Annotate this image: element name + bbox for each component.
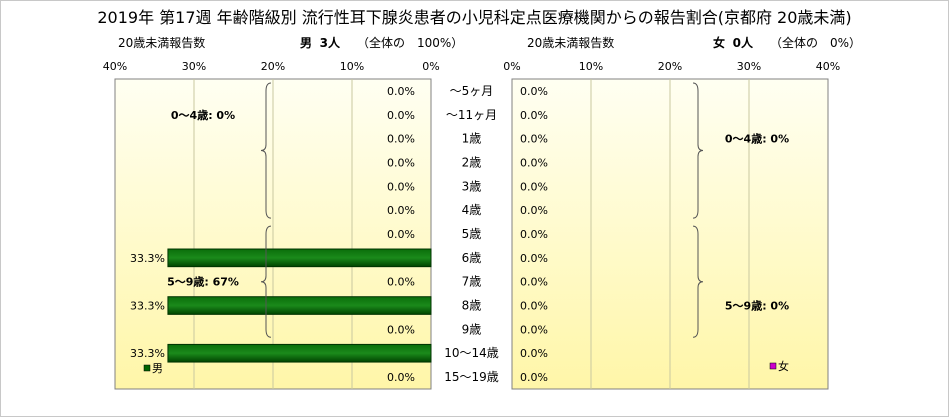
female-legend-swatch — [769, 362, 777, 370]
right-x-tick-label: 10% — [579, 60, 603, 73]
female-value-label: 0.0% — [520, 347, 548, 360]
left-x-tick-label: 30% — [182, 60, 206, 73]
left-x-tick-label: 0% — [422, 60, 439, 73]
male-legend-label: 男 — [152, 362, 163, 375]
left-group-bracket — [260, 82, 272, 219]
left-header-label: 20歳未満報告数 — [118, 36, 206, 50]
category-label: 1歳 — [462, 132, 482, 146]
male-legend-swatch — [143, 364, 151, 372]
male-value-label: 0.0% — [387, 371, 415, 384]
category-label: 3歳 — [462, 179, 482, 193]
right-x-tick-label: 20% — [658, 60, 682, 73]
female-value-label: 0.0% — [520, 156, 548, 169]
left-header-share: （全体の 100%） — [357, 36, 464, 50]
left-count: 3人 — [319, 36, 341, 50]
category-label: 7歳 — [462, 275, 482, 289]
left-header-sex: 男 3人 — [300, 34, 340, 51]
category-label: 8歳 — [462, 299, 482, 313]
category-label: 15～19歳 — [444, 370, 499, 384]
male-value-label: 0.0% — [387, 276, 415, 289]
right-group-bracket — [692, 82, 704, 219]
right-header-sex: 女 0人 — [713, 34, 753, 51]
category-label: 5歳 — [462, 227, 482, 241]
left-x-tick-label: 40% — [103, 60, 127, 73]
male-bar — [167, 248, 432, 268]
male-value-label: 0.0% — [387, 109, 415, 122]
right-count: 0人 — [732, 36, 754, 50]
left-group-bracket — [260, 225, 272, 338]
right-x-tick-label: 40% — [816, 60, 840, 73]
female-legend-label: 女 — [778, 359, 789, 373]
category-label: 6歳 — [462, 251, 482, 265]
male-value-label: 0.0% — [387, 204, 415, 217]
right-group-label: 5～9歳: 0% — [725, 299, 789, 313]
right-x-tick-label: 30% — [737, 60, 761, 73]
category-label: 4歳 — [462, 203, 482, 217]
female-value-label: 0.0% — [520, 180, 548, 193]
male-value-label: 33.3% — [130, 300, 165, 313]
female-value-label: 0.0% — [520, 133, 548, 146]
right-x-tick-label: 0% — [503, 60, 520, 73]
category-label: 2歳 — [462, 155, 482, 169]
female-value-label: 0.0% — [520, 276, 548, 289]
female-value-label: 0.0% — [520, 228, 548, 241]
chart-title: 2019年 第17週 年齢階級別 流行性耳下腺炎患者の小児科定点医療機関からの報… — [97, 8, 852, 27]
male-value-label: 0.0% — [387, 323, 415, 336]
male-value-label: 0.0% — [387, 180, 415, 193]
female-value-label: 0.0% — [520, 109, 548, 122]
right-header-label: 20歳未満報告数 — [527, 36, 615, 50]
female-value-label: 0.0% — [520, 323, 548, 336]
male-value-label: 0.0% — [387, 156, 415, 169]
right-sex: 女 — [713, 36, 726, 50]
category-label: 9歳 — [462, 322, 482, 336]
category-label: 10～14歳 — [444, 346, 499, 360]
male-bar — [167, 343, 432, 363]
category-label: ～11ヶ月 — [446, 108, 497, 122]
male-value-label: 33.3% — [130, 347, 165, 360]
right-header-share: （全体の 0%） — [770, 36, 862, 50]
male-value-label: 33.3% — [130, 252, 165, 265]
left-x-tick-label: 20% — [261, 60, 285, 73]
female-value-label: 0.0% — [520, 204, 548, 217]
male-value-label: 0.0% — [387, 228, 415, 241]
male-value-label: 0.0% — [387, 85, 415, 98]
male-bar — [167, 296, 432, 315]
female-value-label: 0.0% — [520, 300, 548, 313]
right-group-bracket — [692, 225, 704, 338]
female-value-label: 0.0% — [520, 371, 548, 384]
left-group-label: 5～9歳: 67% — [167, 275, 239, 289]
left-sex: 男 — [300, 36, 313, 50]
female-value-label: 0.0% — [520, 252, 548, 265]
left-group-label: 0～4歳: 0% — [171, 108, 235, 122]
category-label: ～5ヶ月 — [450, 84, 494, 98]
right-group-label: 0～4歳: 0% — [725, 132, 789, 146]
left-x-tick-label: 10% — [340, 60, 364, 73]
female-value-label: 0.0% — [520, 85, 548, 98]
male-value-label: 0.0% — [387, 133, 415, 146]
